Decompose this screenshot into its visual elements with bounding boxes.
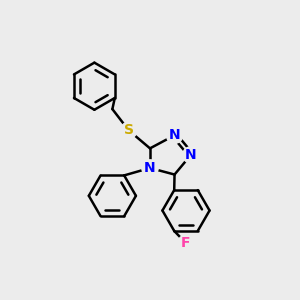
Text: N: N — [185, 148, 197, 162]
Circle shape — [178, 235, 194, 251]
Circle shape — [142, 160, 158, 176]
Text: N: N — [144, 161, 156, 175]
Circle shape — [167, 127, 183, 143]
Text: F: F — [181, 236, 191, 250]
Circle shape — [121, 122, 137, 139]
Text: S: S — [124, 123, 134, 137]
Circle shape — [183, 147, 199, 163]
Text: N: N — [169, 128, 180, 142]
